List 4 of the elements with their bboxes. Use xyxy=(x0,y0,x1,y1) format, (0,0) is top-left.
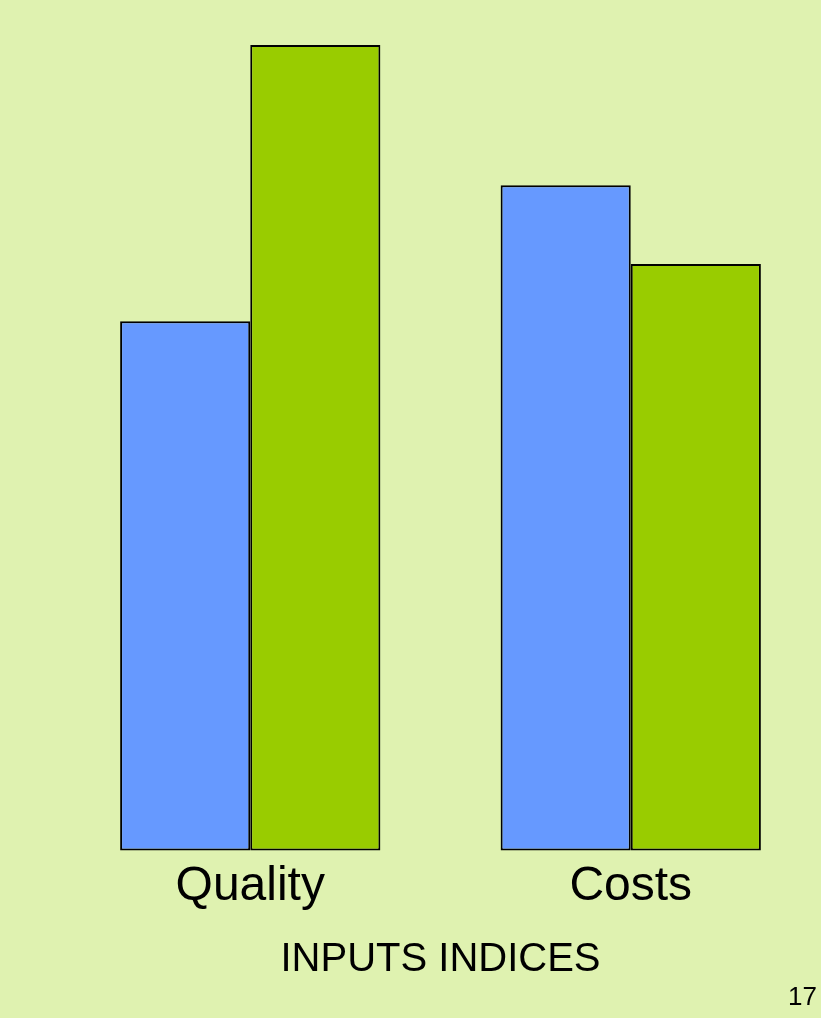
x-tick-label: Quality xyxy=(175,857,325,911)
x-tick-label: Costs xyxy=(569,857,693,911)
x-axis-title: INPUTS INDICES xyxy=(280,935,601,980)
text: 17 xyxy=(788,981,817,1012)
